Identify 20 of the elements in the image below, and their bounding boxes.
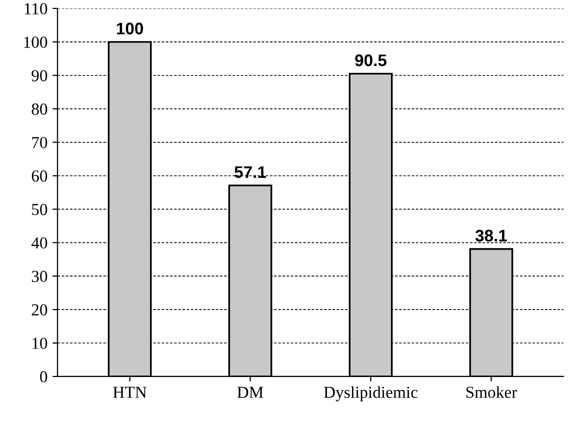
y-tick-label: 20 [32,304,48,316]
data-label: 38.1 [475,230,507,242]
y-tick-label: 100 [24,36,48,48]
y-tick-label: 60 [32,170,48,182]
x-tick-label: Dyslipidiemic [324,386,418,402]
y-tick-label: 0 [40,371,48,382]
data-label: 57.1 [234,166,266,178]
y-tick-label: 110 [24,3,48,14]
x-tick-label: HTN [113,386,147,398]
y-tick-label: 30 [32,270,48,282]
x-tick-label: Smoker [466,386,517,398]
data-label: 100 [116,22,144,34]
y-tick-label: 80 [32,104,48,115]
y-tick-label: 40 [31,237,48,249]
y-tick-label: 90 [32,70,48,82]
data-label: 90.5 [355,54,386,66]
y-tick-label: 70 [32,136,48,148]
y-tick-label: 10 [32,338,48,349]
x-tick-label: DM [237,386,264,398]
y-tick-label: 50 [32,204,48,216]
